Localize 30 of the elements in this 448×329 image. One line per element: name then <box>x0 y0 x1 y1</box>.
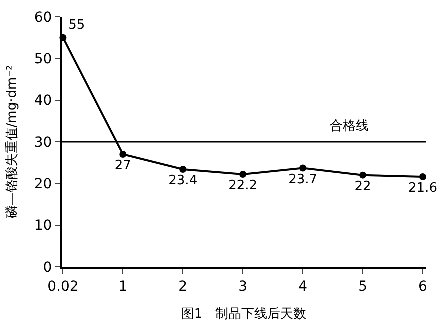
x-tick-label: 6 <box>418 278 428 295</box>
data-label: 23.7 <box>288 172 318 188</box>
data-label: 22.2 <box>228 178 258 194</box>
data-label: 21.6 <box>408 181 438 196</box>
y-tick-label: 60 <box>34 10 52 26</box>
data-label: 55 <box>68 18 86 34</box>
x-tick-label: 2 <box>178 278 188 295</box>
x-tick-label: 3 <box>238 278 248 295</box>
y-tick-label: 40 <box>34 93 52 110</box>
y-tick-label: 10 <box>34 218 52 234</box>
point <box>120 151 127 158</box>
point <box>180 166 187 173</box>
point <box>360 172 367 179</box>
y-axis-title: 磷—铬酸失重值/mg·dm⁻² <box>4 65 20 220</box>
x-tick-label: 0.02 <box>48 278 79 295</box>
ref-line-label: 合格线 <box>330 119 369 134</box>
data-label: 22 <box>354 179 372 194</box>
y-tick-label: 50 <box>34 52 52 68</box>
point <box>300 164 307 172</box>
x-tick-label: 1 <box>118 278 128 295</box>
point <box>240 171 247 178</box>
x-tick-label: 5 <box>358 278 368 295</box>
data-label: 27 <box>114 158 132 174</box>
y-tick-label: 30 <box>34 134 52 151</box>
x-axis-title: 图1 制品下线后天数 <box>181 306 307 322</box>
data-label: 23.4 <box>168 174 198 189</box>
x-tick-label: 4 <box>298 278 308 295</box>
y-tick-label: 0 <box>43 260 52 276</box>
point <box>420 174 426 180</box>
y-tick-label: 20 <box>34 176 52 193</box>
